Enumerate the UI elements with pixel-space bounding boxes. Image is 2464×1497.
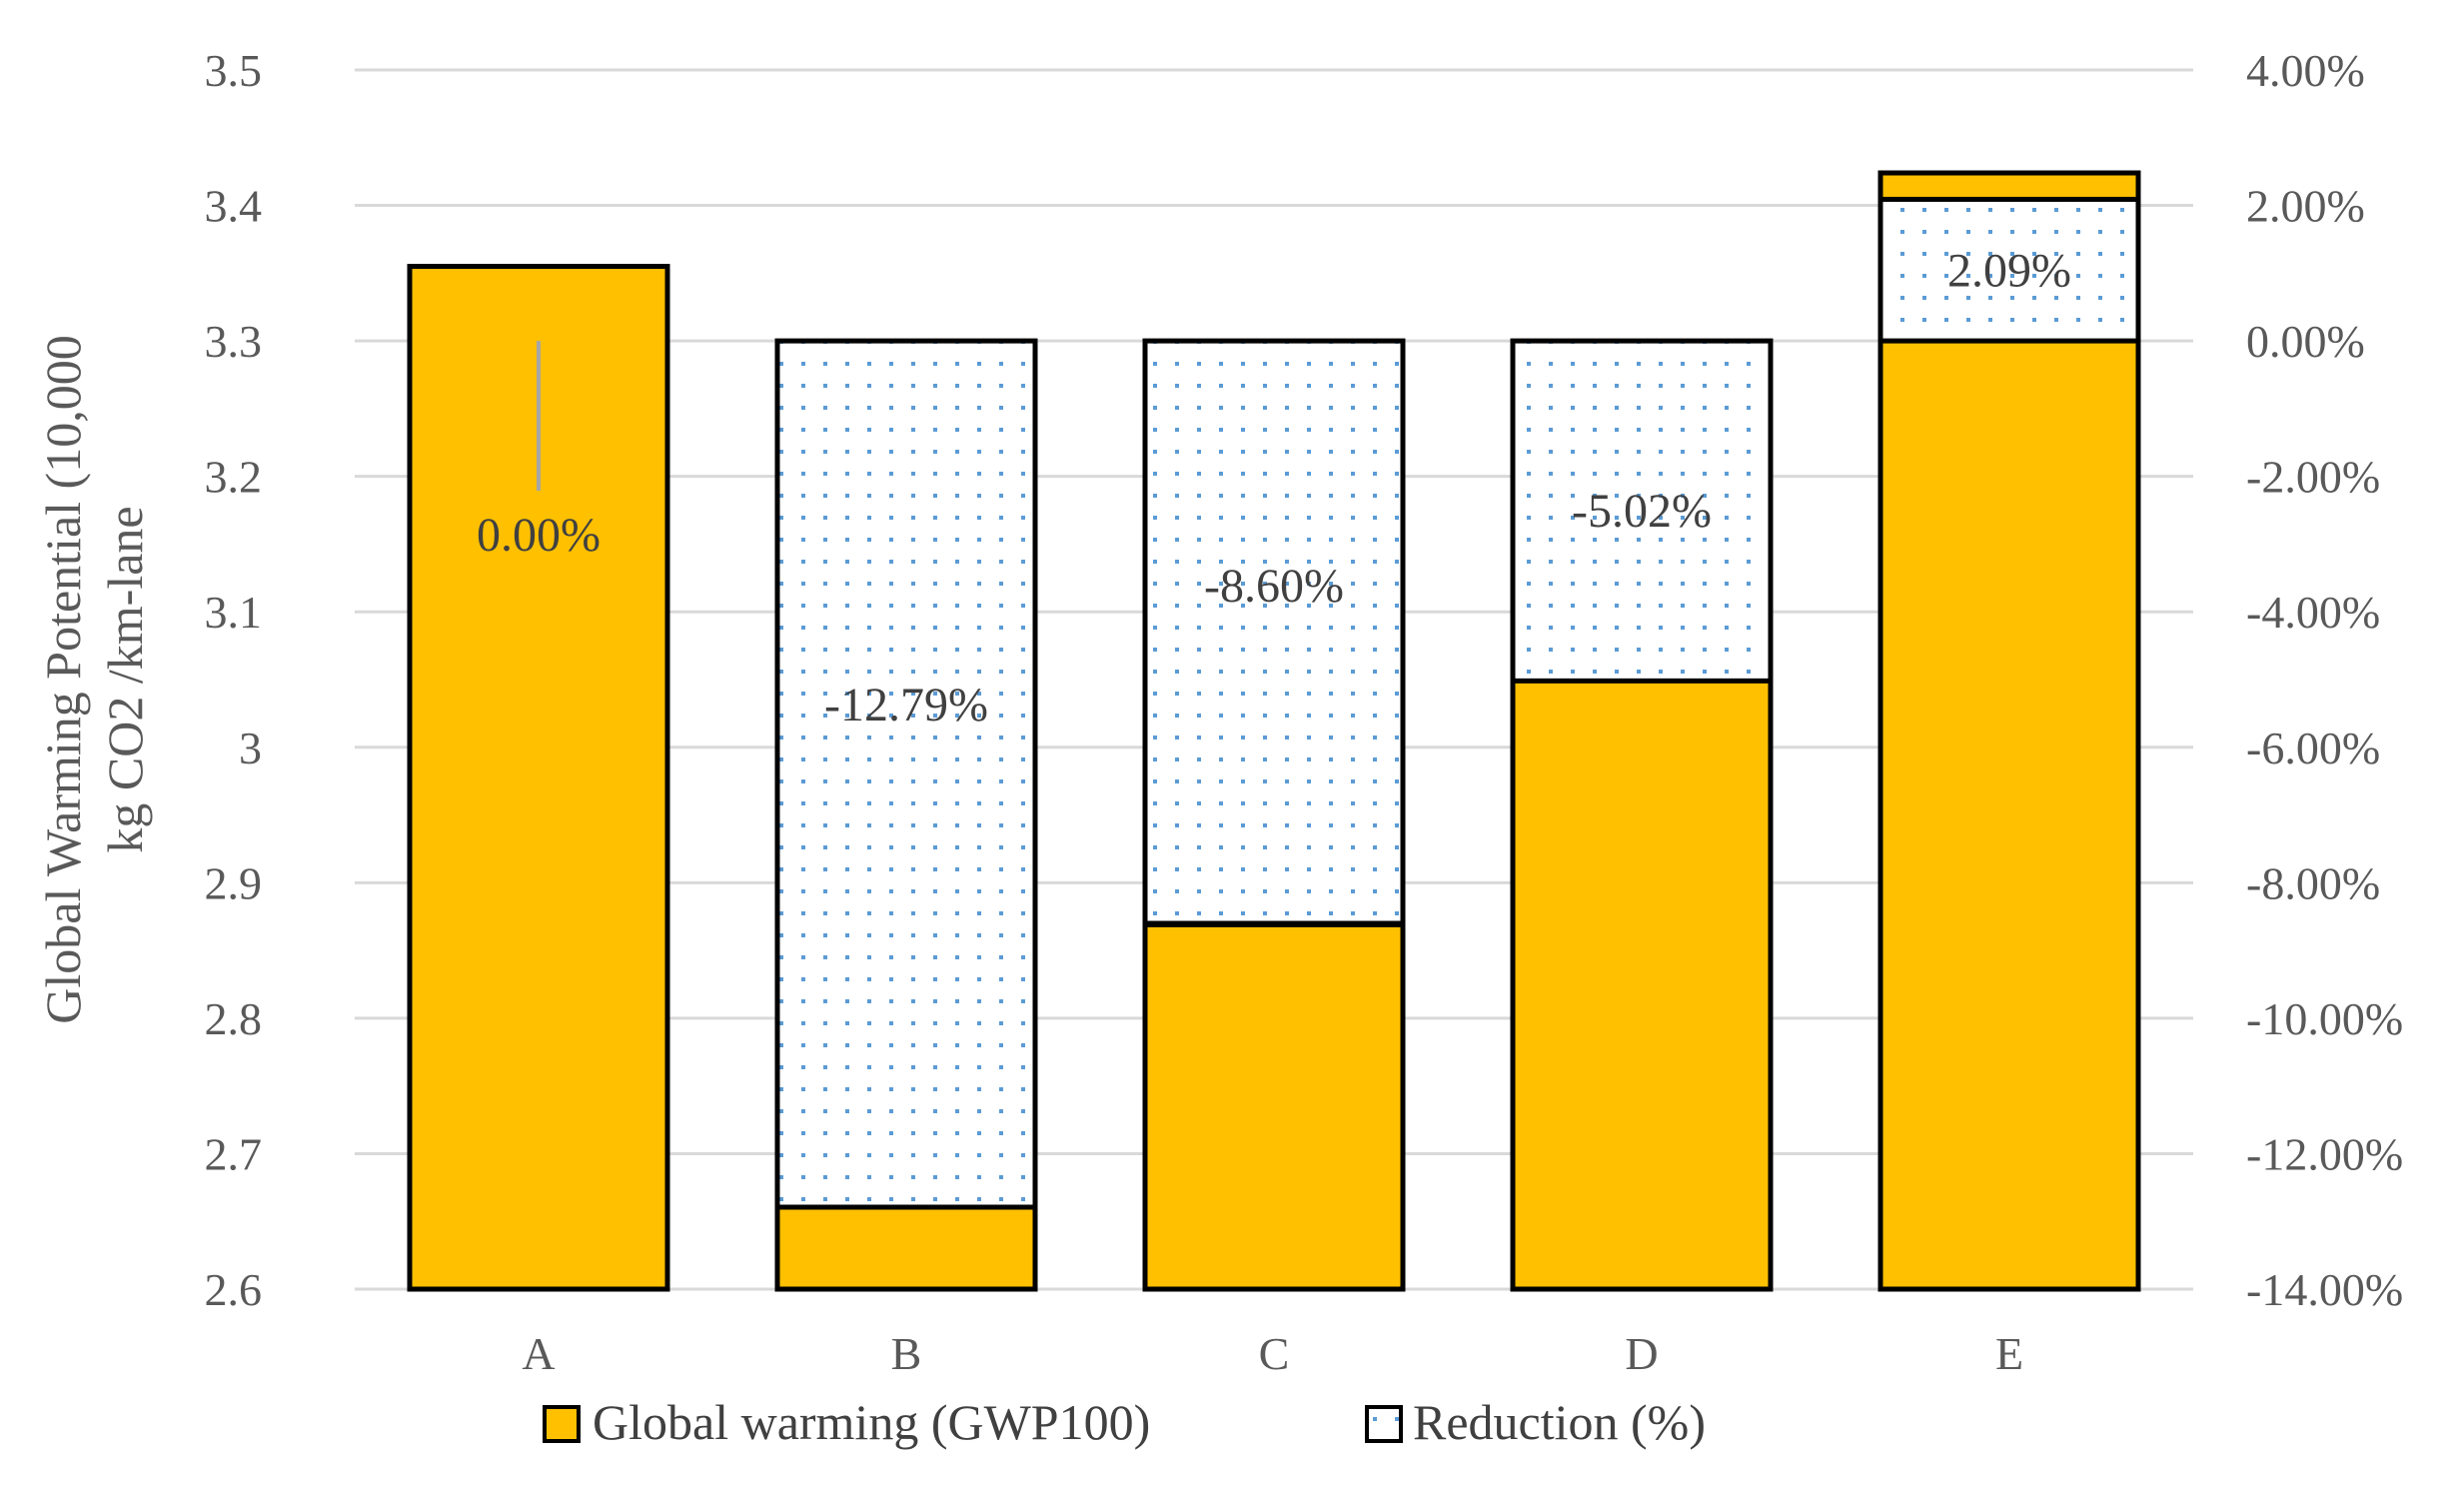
y-tick-label: 3.5 bbox=[205, 45, 263, 96]
y2-tick-label: 0.00% bbox=[2246, 316, 2365, 367]
y2-tick-label: -14.00% bbox=[2246, 1264, 2403, 1315]
y-tick-label: 2.7 bbox=[205, 1128, 263, 1179]
y-tick-label: 3.4 bbox=[205, 181, 263, 232]
y2-tick-label: -2.00% bbox=[2246, 452, 2380, 503]
legend: Global warming (GWP100) Reduction (%) bbox=[543, 1394, 1706, 1450]
bars: 0.00% -12.79% -8.60% -5.02% 2.09% bbox=[407, 170, 2141, 1292]
y-tick-label: 3.1 bbox=[205, 587, 263, 638]
data-label-d: -5.02% bbox=[1572, 485, 1712, 538]
y-axis-label-line-1: Global Warming Potential (10,000 bbox=[35, 335, 91, 1023]
reduction-bar-d bbox=[1510, 338, 1774, 684]
data-label-b: -12.79% bbox=[824, 679, 988, 732]
y2-axis-ticks: -14.00% -12.00% -10.00% -8.00% -6.00% -4.00% -… bbox=[2246, 45, 2403, 1315]
legend-swatch-gwp bbox=[543, 1405, 581, 1443]
data-label-c: -8.60% bbox=[1204, 560, 1344, 613]
y2-tick-label: 2.00% bbox=[2246, 181, 2365, 232]
gwp-bar-b bbox=[774, 1202, 1038, 1292]
y2-tick-label: -4.00% bbox=[2246, 587, 2380, 638]
gwp-bar-e bbox=[1877, 170, 2141, 1292]
x-tick-label: D bbox=[1625, 1328, 1658, 1379]
y2-tick-label: -6.00% bbox=[2246, 723, 2380, 773]
x-tick-label: B bbox=[891, 1328, 922, 1379]
y2-tick-label: -10.00% bbox=[2246, 993, 2403, 1044]
legend-swatch-reduction bbox=[1365, 1405, 1403, 1443]
y-tick-label: 2.8 bbox=[205, 993, 263, 1044]
reduction-bar-c bbox=[1142, 338, 1406, 926]
legend-label-reduction: Reduction (%) bbox=[1413, 1394, 1706, 1450]
y-tick-label: 2.9 bbox=[205, 857, 263, 908]
x-tick-label: E bbox=[1995, 1328, 2023, 1379]
legend-label-gwp: Global warming (GWP100) bbox=[593, 1394, 1150, 1450]
x-axis-ticks: A B C D E bbox=[522, 1328, 2023, 1379]
y-tick-label: 3.2 bbox=[205, 452, 263, 503]
y-axis-label-line-2: kg CO2 /km-lane bbox=[97, 506, 153, 852]
y-axis-label: Global Warming Potential (10,000 kg CO2 /… bbox=[35, 335, 153, 1023]
gwp-bar-c bbox=[1142, 921, 1406, 1292]
y-tick-label: 3 bbox=[239, 723, 262, 773]
x-tick-label: A bbox=[522, 1328, 555, 1379]
reduction-bar-e bbox=[1877, 196, 2141, 344]
x-tick-label: C bbox=[1259, 1328, 1290, 1379]
y-tick-label: 3.3 bbox=[205, 316, 263, 367]
reduction-bar-b bbox=[774, 338, 1038, 1210]
data-label-a: 0.00% bbox=[477, 509, 601, 562]
gwp-bar-d bbox=[1510, 677, 1774, 1292]
y-axis-ticks: 2.6 2.7 2.8 2.9 3 3.1 3.2 3.3 3.4 3.5 bbox=[205, 45, 263, 1315]
y2-tick-label: -8.00% bbox=[2246, 857, 2380, 908]
data-label-e: 2.09% bbox=[1947, 244, 2071, 297]
y2-tick-label: -12.00% bbox=[2246, 1128, 2403, 1179]
y-tick-label: 2.6 bbox=[205, 1264, 263, 1315]
y2-tick-label: 4.00% bbox=[2246, 45, 2365, 96]
